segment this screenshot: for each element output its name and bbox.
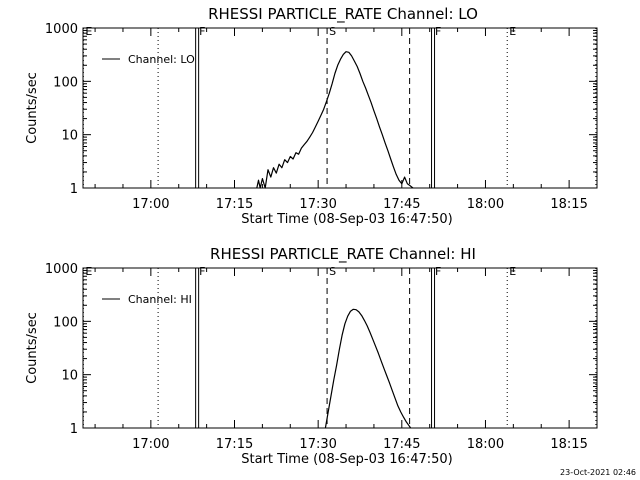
y-tick-label: 1000 xyxy=(45,22,78,37)
x-tick-label: 17:00 xyxy=(132,437,169,452)
y-tick-label: 10 xyxy=(61,369,78,384)
x-tick-label: 18:15 xyxy=(550,437,587,452)
data-series-line xyxy=(324,308,412,429)
x-tick-label: 17:45 xyxy=(383,197,420,212)
x-tick-label: 17:30 xyxy=(299,437,336,452)
footer-timestamp: 23-Oct-2021 02:46 xyxy=(560,468,636,477)
y-tick-label: 100 xyxy=(53,75,78,90)
marker-label: F xyxy=(199,265,205,278)
legend-label: Channel: HI xyxy=(128,293,192,306)
x-tick-label: 17:15 xyxy=(216,197,253,212)
chart-title: RHESSI PARTICLE_RATE Channel: HI xyxy=(210,245,476,264)
x-axis-label: Start Time (08-Sep-03 16:47:50) xyxy=(241,452,452,467)
legend-label: Channel: LO xyxy=(128,53,195,66)
y-axis-label: Counts/sec xyxy=(25,312,40,384)
marker-label: F xyxy=(199,25,205,38)
x-tick-label: 17:15 xyxy=(216,437,253,452)
y-tick-label: 10 xyxy=(61,129,78,144)
chart-title: RHESSI PARTICLE_RATE Channel: LO xyxy=(208,5,478,24)
y-axis-label: Counts/sec xyxy=(25,72,40,144)
marker-label: S xyxy=(329,265,336,278)
y-tick-label: 1 xyxy=(70,422,78,437)
y-tick-label: 1000 xyxy=(45,262,78,277)
marker-label: E xyxy=(509,265,516,278)
x-tick-label: 17:00 xyxy=(132,197,169,212)
x-tick-label: 18:00 xyxy=(467,437,504,452)
y-tick-label: 1 xyxy=(70,182,78,197)
y-tick-label: 100 xyxy=(53,315,78,330)
x-tick-label: 18:15 xyxy=(550,197,587,212)
data-series-line xyxy=(256,51,414,189)
x-tick-label: 17:45 xyxy=(383,437,420,452)
x-axis-label: Start Time (08-Sep-03 16:47:50) xyxy=(241,212,452,227)
marker-label: E xyxy=(85,25,92,38)
x-tick-label: 17:30 xyxy=(299,197,336,212)
panel-hi: RHESSI PARTICLE_RATE Channel: HI 17:00 17:… xyxy=(25,245,598,467)
marker-label: S xyxy=(329,25,336,38)
plot-frame xyxy=(82,27,598,189)
panel-lo: RHESSI PARTICLE_RATE Channel: LO 17:00 17:… xyxy=(25,5,598,227)
marker-label: F xyxy=(435,25,441,38)
marker-label: F xyxy=(435,265,441,278)
x-tick-label: 18:00 xyxy=(467,197,504,212)
marker-label: E xyxy=(85,265,92,278)
marker-label: E xyxy=(509,25,516,38)
